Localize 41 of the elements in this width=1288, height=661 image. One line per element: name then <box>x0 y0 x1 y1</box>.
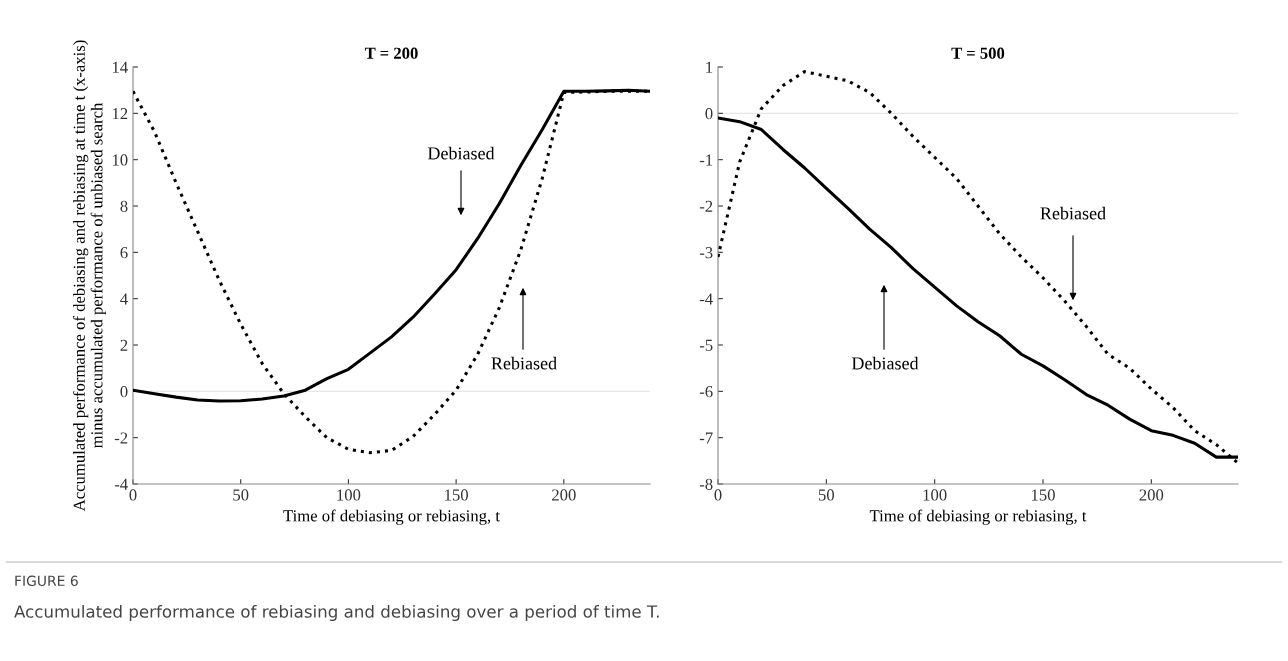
x-tick-label: 0 <box>129 489 137 501</box>
text: Accumulated performance of rebiasing and debiasing over a period of time T. <box>14 604 659 622</box>
x-tick-label: 200 <box>552 489 576 501</box>
y-tick-label: 2 <box>120 339 128 351</box>
y-tick-label: -4 <box>699 293 713 305</box>
y-tick-label: 4 <box>120 293 128 305</box>
annotation: Rebiased <box>491 356 557 370</box>
y-axis-title: Accumulated performance of debiasing and rebiasing at time t (x-axis) minus accumulated performance of unbiased search <box>72 40 106 512</box>
annotation: Rebiased <box>1040 206 1106 220</box>
annotation: Debiased <box>851 356 919 370</box>
x-tick-label: 50 <box>818 489 835 501</box>
x-tick-label: 0 <box>714 489 722 501</box>
x-tick-label: 150 <box>445 489 468 501</box>
y-tick-label: -3 <box>699 247 713 259</box>
y-tick-label: 12 <box>112 108 128 120</box>
x-tick-label: 50 <box>233 489 249 501</box>
x-tick-label: 150 <box>1031 489 1055 501</box>
y-tick-label: -8 <box>699 478 713 490</box>
y-tick-label: 0 <box>120 386 128 398</box>
x-tick-label: 100 <box>923 489 947 501</box>
x-tick-label: 100 <box>337 489 361 501</box>
y-tick-label: -6 <box>699 386 713 398</box>
chart-title: T = 500 <box>951 47 1005 59</box>
chart-title: T = 200 <box>364 47 418 59</box>
y-tick-label: -1 <box>699 154 713 166</box>
y-tick-label: -5 <box>699 339 713 351</box>
x-axis-title: Time of debiasing or rebiasing, t <box>869 509 1087 525</box>
y-tick-label: -4 <box>114 478 128 490</box>
y-tick-label: -2 <box>114 432 128 444</box>
y-tick-label: 1 <box>706 61 713 73</box>
y-tick-label: 0 <box>705 108 713 120</box>
y-tick-label: -2 <box>699 200 713 212</box>
y-tick-label: -7 <box>699 432 713 444</box>
y-tick-label: 14 <box>112 61 128 73</box>
y-tick-label: 8 <box>120 200 128 212</box>
annotation: Debiased <box>427 146 495 160</box>
x-tick-label: 200 <box>1139 489 1164 501</box>
y-tick-label: 10 <box>112 154 128 166</box>
caption: FIGURE 6 <box>15 575 78 587</box>
x-axis-title: Time of debiasing or rebiasing, t <box>283 509 500 525</box>
y-tick-label: 6 <box>120 247 128 259</box>
